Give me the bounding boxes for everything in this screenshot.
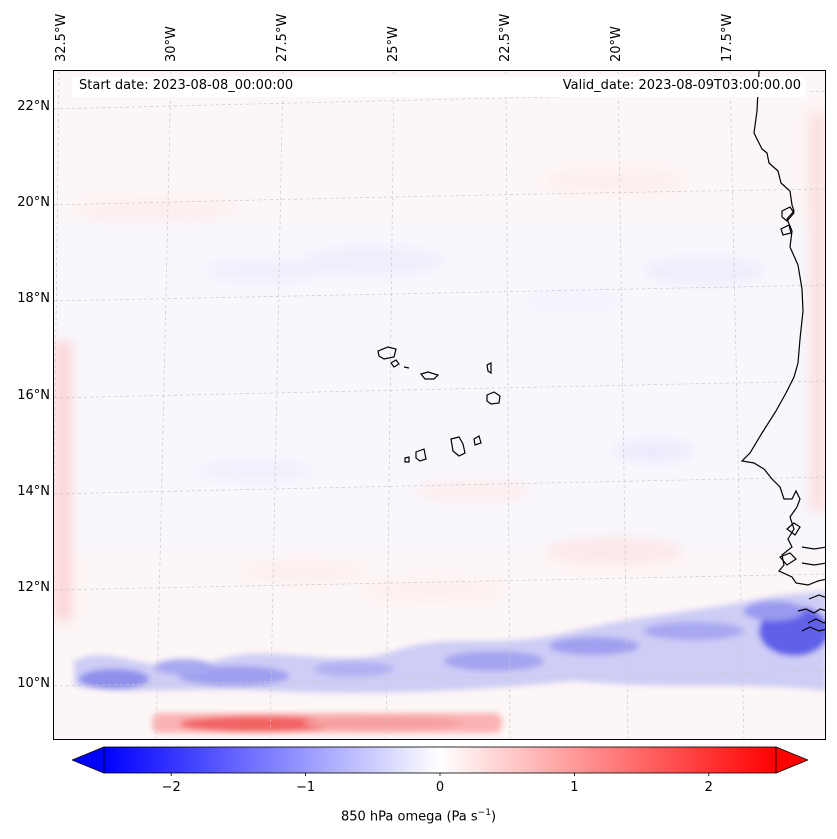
weak-anomaly-patches	[54, 111, 825, 621]
lon-label-25w: 25°W	[386, 26, 401, 62]
lon-label-30w: 30°W	[164, 26, 179, 62]
lon-label-17-5w: 17.5°W	[720, 13, 735, 62]
lon-label-22-5w: 22.5°W	[498, 13, 513, 62]
colorbar	[72, 746, 808, 776]
lat-label-14n: 14°N	[17, 484, 50, 499]
lat-label-10n: 10°N	[17, 676, 50, 691]
colorbar-label: 850 hPa omega (Pa s−1)	[340, 808, 497, 825]
colorbar-gradient	[103, 746, 777, 774]
colorbar-tick-label: 2	[704, 780, 713, 795]
colorbar-tickmarks	[170, 773, 710, 776]
lat-label-16n: 16°N	[17, 388, 50, 403]
lat-label-12n: 12°N	[17, 580, 50, 595]
colorbar-tick-label: 1	[570, 780, 579, 795]
africa-coastline	[740, 71, 825, 632]
colorbar-max-extend-arrow	[775, 746, 808, 774]
colorbar-tick-label: 0	[435, 780, 445, 795]
red-subsidence-band	[152, 713, 502, 733]
lon-label-20w: 20°W	[609, 26, 624, 62]
cape-verde-islands	[377, 346, 501, 463]
start-date-text: Start date: 2023-08-08_00:00:00	[79, 78, 294, 93]
omega-field-map	[54, 71, 825, 739]
date-info-bar	[72, 77, 806, 97]
valid-date-text: Valid_date: 2023-08-09T03:00:00.00	[562, 78, 801, 93]
colorbar-tick-label: −2	[161, 780, 181, 795]
lon-label-32-5w: 32.5°W	[54, 13, 69, 62]
blue-convergence-band	[74, 591, 825, 693]
lon-label-27-5w: 27.5°W	[275, 13, 290, 62]
colorbar-tick-label: −1	[296, 780, 316, 795]
lat-label-18n: 18°N	[17, 291, 50, 306]
colorbar-min-extend-arrow	[72, 746, 105, 774]
map-panel	[53, 70, 826, 740]
lat-label-22n: 22°N	[17, 99, 50, 114]
lat-label-20n: 20°N	[17, 195, 50, 210]
graticule	[54, 71, 825, 739]
